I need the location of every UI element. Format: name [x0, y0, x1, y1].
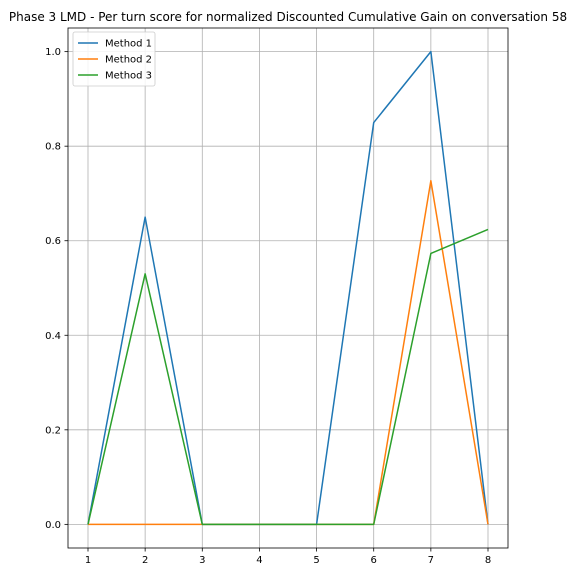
x-tick-label: 2	[142, 555, 148, 566]
x-tick-label: 7	[428, 555, 434, 566]
legend-box	[72, 31, 156, 87]
y-tick-label: 0.8	[45, 142, 61, 153]
x-tick-label: 3	[199, 555, 205, 566]
legend-label-method-2: Method 2	[105, 55, 152, 66]
plot-frame	[67, 27, 509, 549]
series-line-method-3	[87, 228, 489, 526]
y-tick-label: 0.2	[45, 425, 61, 436]
x-tick-label: 1	[85, 555, 91, 566]
y-tick-label: 0.4	[45, 331, 61, 342]
grid-layer	[68, 28, 508, 548]
legend-label-method-1: Method 1	[105, 39, 152, 50]
x-tick-label: 5	[313, 555, 319, 566]
x-tick-label: 8	[485, 555, 491, 566]
series-layer	[87, 50, 489, 526]
y-tick-label: 0.0	[45, 520, 61, 531]
y-tick-label: 0.6	[45, 236, 61, 247]
legend: Method 1 Method 2 Method 3	[72, 31, 156, 87]
x-tick-label: 4	[256, 555, 262, 566]
legend-label-method-3: Method 3	[105, 71, 152, 82]
axes-layer: 1 2 3 4 5 6 7 8 0.0 0.2 0.4 0.6 0.8 1.0	[45, 27, 509, 566]
x-tick-label: 6	[371, 555, 377, 566]
y-tick-label: 1.0	[45, 47, 61, 58]
chart-title: Phase 3 LMD - Per turn score for normali…	[9, 10, 567, 24]
